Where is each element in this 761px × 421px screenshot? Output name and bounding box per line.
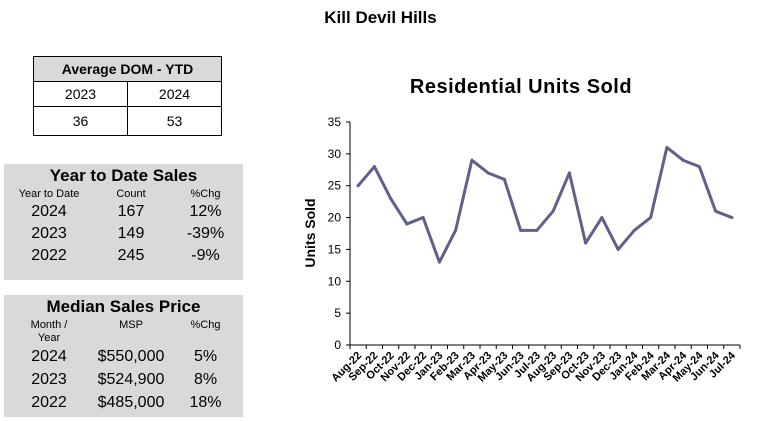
units-sold-chart: Units Sold 05101520253035Aug-22Sep-22Oct…: [302, 115, 741, 384]
ytd-count: 149: [117, 225, 145, 242]
ytd-sales-title: Year to Date Sales: [49, 166, 198, 185]
data-point: [616, 247, 620, 251]
data-point: [454, 228, 458, 232]
data-point: [600, 216, 604, 220]
msp-pct-change: 5%: [193, 347, 218, 365]
msp-header: Month / Year: [30, 319, 68, 344]
data-point: [421, 216, 425, 220]
msp-year: 2023: [31, 370, 67, 388]
data-point: [405, 222, 409, 226]
data-point: [665, 145, 669, 149]
table-row: 2024 $550,000 5%: [4, 345, 243, 368]
y-axis-label: Units Sold: [302, 198, 318, 267]
data-point: [584, 241, 588, 245]
data-point: [649, 216, 653, 220]
ytd-header: Count: [116, 188, 146, 200]
msp-pct-change: 18%: [189, 393, 222, 411]
ytd-pct-change: -9%: [191, 247, 220, 264]
page-title: Kill Devil Hills: [324, 8, 437, 27]
y-tick-label: 30: [328, 147, 342, 161]
y-tick-label: 5: [334, 306, 341, 320]
y-tick-label: 15: [328, 242, 342, 256]
ytd-year: 2024: [31, 203, 67, 220]
ytd-sales-panel: Year to Date Sales Year to Date Count %C…: [4, 164, 243, 280]
table-row: 2023 149 -39%: [4, 223, 243, 245]
data-point: [437, 260, 441, 264]
avg-dom-table: Average DOM - YTD 2023 2024 36 53: [33, 56, 223, 136]
ytd-count: 245: [117, 247, 145, 264]
msp-pct-change: 8%: [193, 370, 218, 388]
data-point: [730, 216, 734, 220]
table-row: 2022 245 -9%: [4, 245, 243, 267]
avg-dom-value: 53: [126, 106, 223, 136]
table-row: 2023 $524,900 8%: [4, 368, 243, 391]
median-price-title: Median Sales Price: [46, 297, 201, 316]
y-tick-label: 20: [328, 211, 342, 225]
msp-value: $485,000: [97, 393, 165, 411]
data-point: [389, 196, 393, 200]
data-point: [519, 228, 523, 232]
data-point: [567, 171, 571, 175]
ytd-year: 2022: [31, 247, 67, 264]
data-point: [470, 158, 474, 162]
data-point: [535, 228, 539, 232]
avg-dom-title: Average DOM - YTD: [33, 56, 222, 82]
msp-value: $550,000: [97, 347, 165, 365]
msp-value: $524,900: [97, 370, 165, 388]
avg-dom-year: 2024: [126, 81, 223, 107]
ytd-year: 2023: [31, 225, 67, 242]
chart-plot-area: [356, 145, 734, 264]
ytd-count: 167: [117, 203, 145, 220]
y-tick-label: 25: [328, 179, 342, 193]
median-price-panel: Median Sales Price Month / Year MSP %Chg…: [4, 295, 243, 417]
data-point: [632, 228, 636, 232]
data-point: [714, 209, 718, 213]
table-row: 2024 167 12%: [4, 201, 243, 223]
data-point: [486, 171, 490, 175]
ytd-header: Year to Date: [18, 188, 80, 200]
ytd-pct-change: 12%: [189, 203, 222, 220]
data-point: [372, 165, 376, 169]
data-point: [681, 158, 685, 162]
y-tick-label: 10: [328, 274, 342, 288]
chart-title: Residential Units Sold: [409, 76, 633, 98]
y-tick-label: 35: [328, 115, 342, 129]
data-point: [356, 184, 360, 188]
ytd-pct-change: -39%: [186, 225, 225, 242]
y-tick-label: 0: [334, 338, 341, 352]
msp-year: 2022: [31, 393, 67, 411]
msp-header: MSP: [119, 319, 143, 331]
data-point: [551, 209, 555, 213]
avg-dom-value: 36: [33, 106, 128, 136]
data-point: [697, 165, 701, 169]
table-row: 2022 $485,000 18%: [4, 391, 243, 414]
msp-year: 2024: [31, 347, 67, 365]
series-line: [356, 145, 734, 264]
data-point: [502, 177, 506, 181]
avg-dom-year: 2023: [33, 81, 128, 107]
ytd-header: %Chg: [190, 188, 221, 200]
msp-header: %Chg: [190, 319, 221, 331]
